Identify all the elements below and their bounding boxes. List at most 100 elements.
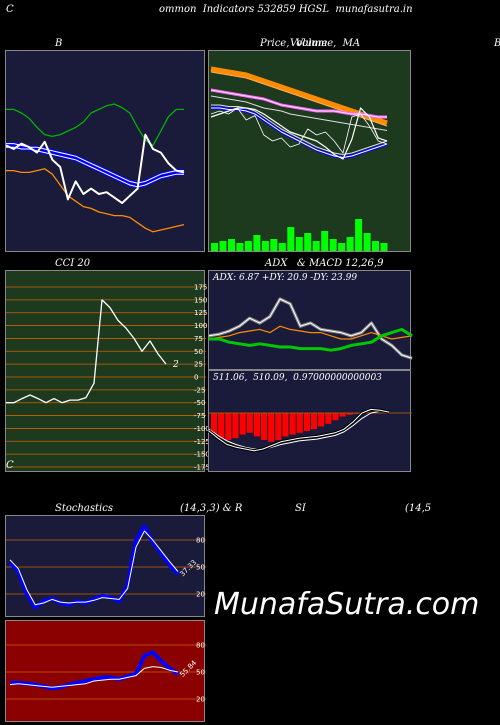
cci-chart: 175 150 125 100 75 50 25 0 -25 -50 -75 -100 -125 -150… <box>6 284 210 472</box>
cci-last-value: 2 <box>172 360 179 370</box>
volume-bar <box>261 241 269 251</box>
stochastics-title: Stochastics <box>55 503 113 514</box>
adx-minusdi-line <box>209 327 413 352</box>
macd-line <box>208 408 390 452</box>
rsi-tick-label: 50 <box>196 669 205 677</box>
macd-chart <box>208 407 412 453</box>
volume-bar <box>244 241 252 251</box>
cci-tick-label: -150 <box>194 451 210 459</box>
macd-histogram-bar <box>325 413 332 424</box>
cci-tick-label: -50 <box>194 399 205 407</box>
cci-tick-label: 150 <box>194 296 207 304</box>
rsi-title: SI <box>295 503 306 514</box>
macd-histogram-bar <box>346 413 353 415</box>
ma-blue-outer-line <box>211 104 388 155</box>
bb-lower-line <box>6 168 185 233</box>
stoch-tick-label: 80 <box>196 537 205 545</box>
stoch-tick-label: 20 <box>196 591 205 599</box>
stoch-tick-label: 50 <box>196 564 205 572</box>
volume-bar <box>228 239 235 251</box>
stoch-d-line <box>9 530 179 606</box>
macd-histogram-bar <box>318 413 325 427</box>
stochastics-panel: 80 50 20 37.33 <box>5 515 206 617</box>
bb-price-line <box>5 133 185 204</box>
volume-overlap-title: Volume <box>290 38 328 49</box>
adx-panel: ADX: 6.87 +DY: 20.9 -DY: 23.99 <box>208 270 413 370</box>
volume-bar <box>253 235 261 251</box>
volume-bar <box>380 243 388 251</box>
volume-bar <box>219 241 227 251</box>
cci-tick-label: 125 <box>194 309 207 317</box>
stochastics-params: (14,3,3) & R <box>180 503 243 514</box>
volume-bar <box>211 243 218 251</box>
adx-chart <box>208 297 413 360</box>
cci-tick-label: 25 <box>194 361 203 369</box>
cci-tick-label: -25 <box>194 386 205 394</box>
macd-histogram-bar <box>311 413 318 430</box>
rsi-k-line <box>10 650 180 691</box>
macd-histogram-bar <box>353 413 360 414</box>
watermark: MunafaSutra.com <box>214 587 480 622</box>
cci-tick-label: -75 <box>194 412 205 420</box>
macd-histogram-bar <box>253 413 260 437</box>
price-title: Price, Volume, MA <box>260 38 361 49</box>
price-high-line <box>210 107 388 154</box>
macd-histogram-bar <box>261 413 268 440</box>
far-right-title: B <box>494 38 500 49</box>
rsi-tick-label: 20 <box>196 696 205 704</box>
bb-upper-line <box>6 103 184 147</box>
page-title: ommon Indicators 532859 HGSL munafasutra… <box>159 4 413 15</box>
cci-tick-label: 175 <box>194 284 207 292</box>
cci-tick-label: 100 <box>194 322 207 330</box>
volume-bar <box>270 239 278 251</box>
cci-tick-label: 0 <box>194 374 198 382</box>
volume-bar <box>295 237 303 251</box>
macd-histogram-bar <box>246 413 253 433</box>
volume-bar <box>287 227 295 251</box>
macd-histogram-bar <box>225 413 232 440</box>
macd-histogram-bar <box>218 413 225 439</box>
rsi-d-line <box>9 666 179 688</box>
volume-bar <box>355 219 363 251</box>
volume-bar <box>372 241 379 251</box>
volume-bar <box>338 243 346 251</box>
macd-histogram-bar <box>332 413 339 421</box>
right-letter: C <box>6 460 14 471</box>
bb-mid2-line-outline <box>6 145 184 189</box>
macd-panel: 511.06, 510.09, 0.97000000000003 <box>208 370 412 472</box>
rsi-panel: 80 50 20 55.84 <box>5 620 206 722</box>
volume-bar <box>236 243 244 251</box>
volume-bar <box>321 231 329 251</box>
volume-bar <box>312 241 320 251</box>
macd-values: 511.06, 510.09, 0.97000000000003 <box>213 373 382 383</box>
cci-panel: 175 150 125 100 75 50 25 0 -25 -50 -75 -100 -125 -150… <box>5 270 210 472</box>
macd-histogram-bar <box>268 413 275 442</box>
macd-signal-line <box>208 410 389 450</box>
bollinger-chart <box>5 103 185 233</box>
macd-histogram-bar <box>303 413 310 431</box>
rsi-tick-label: 80 <box>196 642 205 650</box>
macd-histogram-bar <box>211 413 218 436</box>
left-letter: C <box>6 4 14 15</box>
cci-title: CCI 20 <box>55 258 91 269</box>
cci-tick-label: 50 <box>194 348 203 356</box>
volume-bar <box>346 237 354 251</box>
macd-histogram-bar <box>232 413 239 439</box>
cci-line <box>6 299 167 404</box>
rsi-params: (14,5 <box>405 503 432 514</box>
bollinger-title: B <box>55 38 63 49</box>
cci-tick-label: -100 <box>194 425 210 433</box>
price-panel <box>208 50 411 252</box>
macd-histogram-bar <box>239 413 246 435</box>
adx-line <box>208 325 413 340</box>
bb-mid-line <box>6 143 184 184</box>
macd-histogram-bar <box>289 413 296 435</box>
adx-plusdi-line <box>208 298 413 359</box>
volume-bar <box>278 243 286 251</box>
adx-title: ADX & MACD 12,26,9 <box>265 258 384 269</box>
volume-bar <box>363 233 371 251</box>
price-close-line <box>210 107 388 160</box>
bollinger-panel <box>5 50 205 252</box>
ma-blue-line <box>211 107 388 158</box>
